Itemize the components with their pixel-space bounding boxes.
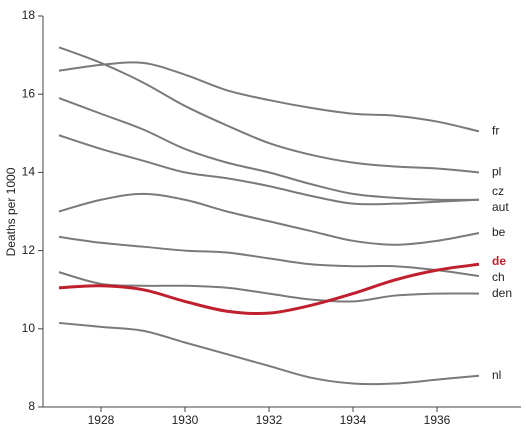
line (58, 321, 480, 386)
line (58, 271, 479, 303)
line (58, 262, 480, 316)
series-label: cz (492, 184, 504, 198)
x-tick-label: 1936 (424, 413, 451, 427)
line (58, 61, 480, 133)
series-label: de (492, 254, 506, 268)
line (58, 97, 479, 201)
x-tick-label: 1932 (256, 413, 283, 427)
y-tick-label: 12 (22, 243, 36, 257)
line (58, 192, 480, 246)
y-tick-label: 16 (22, 86, 36, 100)
series-label: aut (492, 200, 509, 214)
series-label: nl (492, 368, 501, 382)
y-tick-label: 14 (22, 165, 36, 179)
series-label: be (492, 225, 506, 239)
y-axis-label: Deaths per 1000 (4, 167, 18, 256)
x-tick-label: 1934 (340, 413, 367, 427)
y-tick-label: 8 (28, 399, 35, 413)
y-tick-label: 10 (22, 321, 36, 335)
line (58, 235, 480, 278)
line (58, 46, 480, 174)
series-label: ch (492, 270, 505, 284)
series-label: fr (492, 124, 499, 138)
line (58, 134, 480, 206)
x-tick-label: 1930 (172, 413, 199, 427)
y-tick-label: 18 (22, 8, 36, 22)
series-label: den (492, 286, 512, 300)
series-label: pl (492, 165, 501, 179)
x-tick-label: 1928 (88, 413, 115, 427)
